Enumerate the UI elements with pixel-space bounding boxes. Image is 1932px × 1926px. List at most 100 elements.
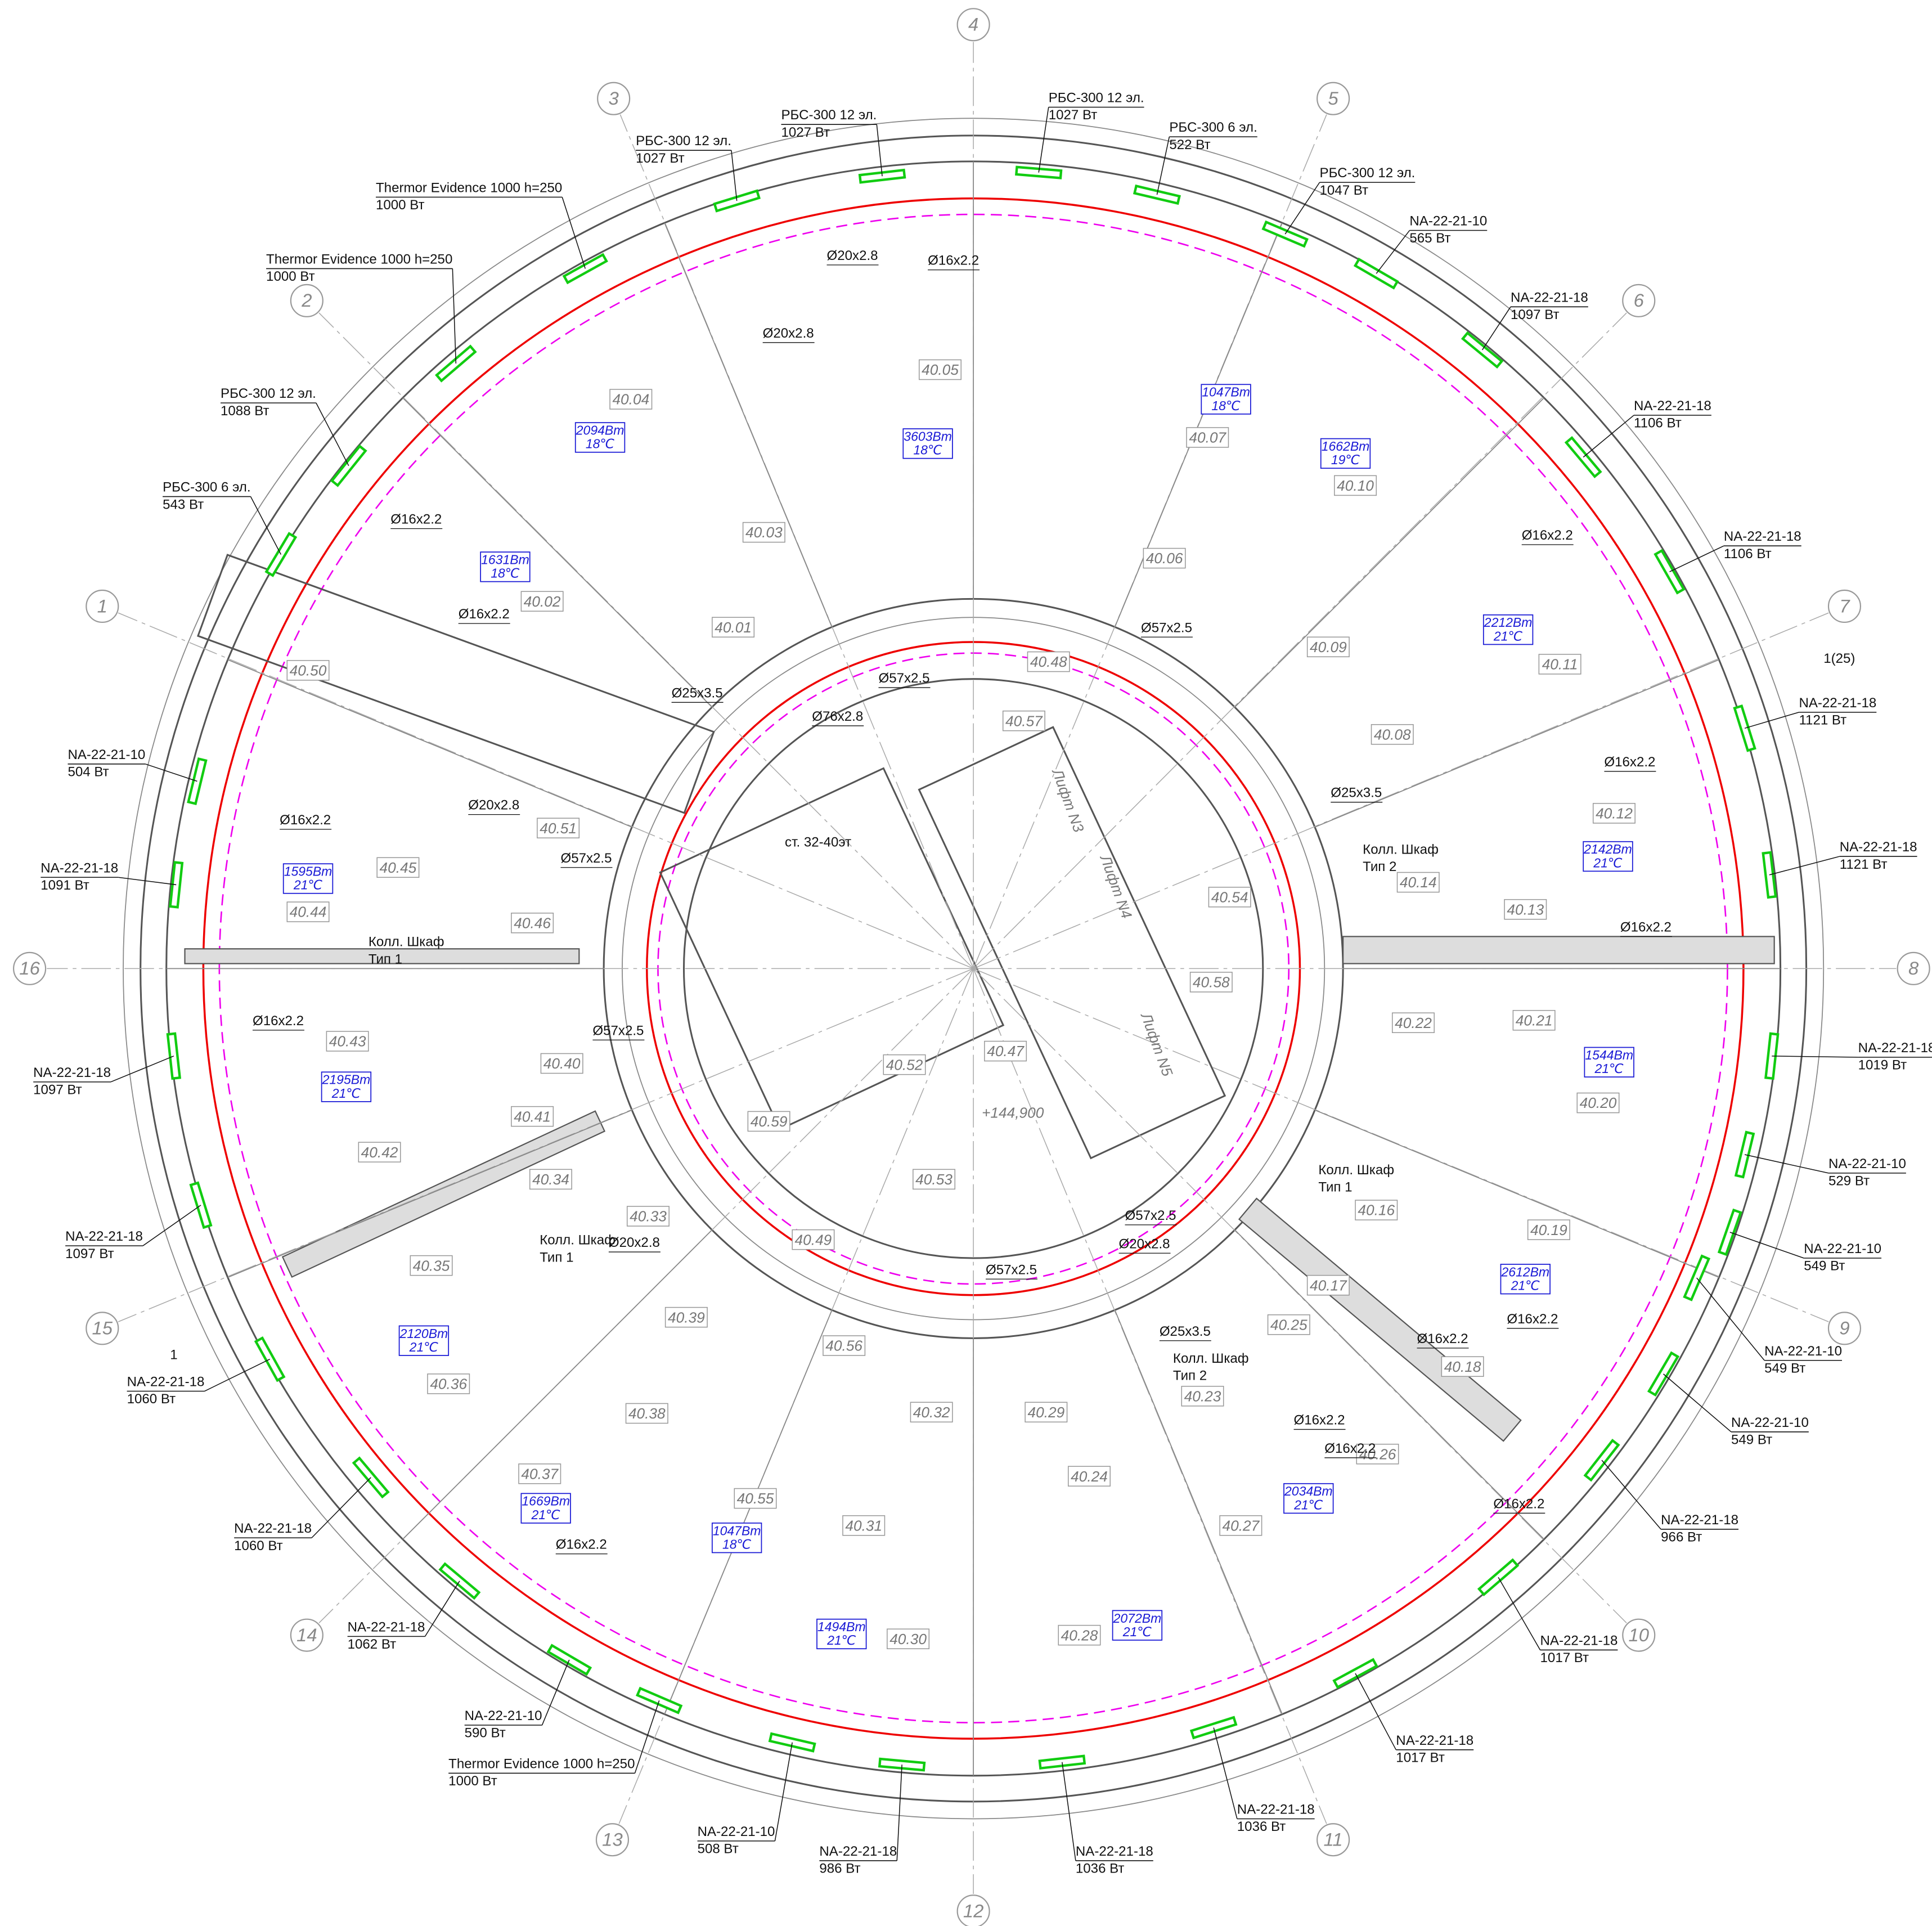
- room-number: 40.16: [1358, 1202, 1395, 1219]
- partition-wall: [403, 398, 712, 707]
- room-number: 40.55: [737, 1490, 774, 1507]
- radiator-power: 508 Вт: [698, 1842, 739, 1857]
- radiator-model: NA-22-21-18: [1661, 1512, 1738, 1528]
- radiator-leader: [425, 1581, 459, 1637]
- radiator-power: 549 Вт: [1764, 1361, 1805, 1376]
- radiator-leader: [145, 764, 197, 782]
- radiator-leader: [143, 1205, 201, 1246]
- radiator-model: NA-22-21-10: [465, 1708, 542, 1723]
- room-number: 40.31: [845, 1517, 882, 1534]
- room-number: 40.13: [1507, 901, 1544, 918]
- radiator-model: NA-22-21-18: [1840, 839, 1917, 855]
- radiator-power: 1036 Вт: [1076, 1861, 1125, 1876]
- radiator-model: РБС-300 12 эл.: [1320, 165, 1416, 181]
- radiator-model: NA-22-21-18: [1858, 1040, 1932, 1056]
- radiator-model: Thermor Evidence 1000 h=250: [376, 180, 562, 195]
- radiator-power: 504 Вт: [68, 765, 109, 780]
- room-number: 40.23: [1184, 1388, 1221, 1404]
- radiator-leader: [1498, 1577, 1540, 1650]
- radiator-leader: [1355, 1673, 1396, 1750]
- room-number: 40.40: [543, 1055, 581, 1072]
- pipe-size: Ø20x2.8: [609, 1235, 660, 1250]
- room-number: 40.47: [987, 1043, 1025, 1059]
- room-number: 40.57: [1005, 712, 1043, 729]
- radiator-leader: [1062, 1762, 1076, 1861]
- room-number: 40.08: [1374, 726, 1411, 743]
- radiator-power: 1019 Вт: [1858, 1058, 1907, 1073]
- pipe-size: Ø16x2.2: [280, 812, 331, 828]
- radiator-power: 1060 Вт: [127, 1391, 176, 1407]
- heat-load-temp: 21℃: [531, 1507, 561, 1522]
- heat-load-temp: 21℃: [1511, 1278, 1540, 1292]
- radiator-power: 1000 Вт: [376, 197, 425, 213]
- radiator-leader: [316, 403, 349, 466]
- grid-axis-label: 6: [1634, 290, 1645, 311]
- radiator-model: NA-22-21-10: [1764, 1344, 1842, 1359]
- radiator-power: 529 Вт: [1828, 1174, 1870, 1189]
- room-number: 40.33: [630, 1208, 667, 1225]
- room-number: 40.41: [514, 1108, 551, 1125]
- room-number: 40.06: [1146, 550, 1183, 567]
- elevation-mark: +144,900: [982, 1105, 1044, 1121]
- radiator-power: 1121 Вт: [1840, 857, 1888, 872]
- elevator-label: Лифт N5: [1137, 1009, 1176, 1079]
- room-number: 40.46: [514, 914, 551, 931]
- grid-axis-label: 7: [1839, 595, 1850, 616]
- heat-load-temp: 18℃: [586, 437, 615, 451]
- room-number: 40.30: [889, 1631, 927, 1647]
- grid-axis-label: 9: [1839, 1318, 1849, 1339]
- room-number: 40.14: [1400, 874, 1437, 891]
- room-number: 40.43: [329, 1033, 366, 1050]
- radiator-model: NA-22-21-10: [698, 1824, 775, 1839]
- radiator-leader: [1730, 1232, 1804, 1258]
- radiator-model: NA-22-21-18: [1076, 1844, 1153, 1859]
- radiator-leader: [1772, 1056, 1858, 1057]
- radiator-leader: [111, 1056, 174, 1082]
- room-number: 40.02: [524, 593, 561, 610]
- heat-load-power: 1669Вт: [522, 1494, 570, 1509]
- radiator-leader: [118, 877, 176, 885]
- riser-label: ст. 32-40эт: [785, 834, 851, 850]
- room-number: 40.17: [1310, 1277, 1347, 1294]
- pipe-size: Ø57x2.5: [986, 1262, 1037, 1277]
- radiator-model: NA-22-21-18: [127, 1375, 205, 1390]
- room-number: 40.04: [612, 391, 649, 408]
- room-number: 40.48: [1030, 653, 1067, 670]
- radiator-power: 1106 Вт: [1724, 546, 1772, 562]
- section-mark: 1: [170, 1347, 177, 1362]
- heat-load-power: 2212Вт: [1484, 615, 1533, 630]
- room-number: 40.35: [413, 1257, 450, 1274]
- grid-axis-line: [973, 613, 1828, 968]
- radiator-leader: [1376, 231, 1409, 274]
- heat-load-power: 1047Вт: [1202, 385, 1250, 399]
- radiator-power: 1036 Вт: [1237, 1819, 1286, 1834]
- heat-load-temp: 21℃: [1594, 1061, 1624, 1076]
- room-number: 40.38: [628, 1405, 666, 1422]
- radiator-power: 1000 Вт: [266, 269, 315, 284]
- room-number: 40.24: [1071, 1468, 1108, 1485]
- heat-load-power: 2142Вт: [1583, 842, 1632, 856]
- room-number: 40.25: [1270, 1316, 1308, 1333]
- room-number: 40.27: [1223, 1517, 1260, 1534]
- collector-type: Тип 1: [369, 951, 402, 967]
- radiator: [440, 1564, 479, 1598]
- room-number: 40.09: [1310, 639, 1347, 656]
- pipe-size: Ø20x2.8: [763, 326, 814, 341]
- room-number: 40.52: [886, 1056, 923, 1073]
- radiator: [1334, 1659, 1377, 1687]
- pipe-size: Ø25x3.5: [672, 685, 723, 701]
- radiator-power: 1088 Вт: [221, 403, 269, 419]
- radiator-model: NA-22-21-18: [1511, 290, 1588, 305]
- grid-axis-label: 10: [1628, 1624, 1649, 1645]
- radiator-model: NA-22-21-18: [33, 1065, 111, 1080]
- radiator-leader: [1214, 1727, 1237, 1819]
- radiator-power: 986 Вт: [819, 1861, 860, 1876]
- pipe-size: Ø16x2.2: [1620, 919, 1672, 935]
- heat-load-temp: 21℃: [1493, 628, 1523, 643]
- radiator-model: NA-22-21-18: [1396, 1733, 1473, 1748]
- radiator-leader: [1039, 107, 1049, 173]
- pipe-size: Ø20x2.8: [827, 248, 878, 263]
- room-number: 40.51: [540, 820, 577, 837]
- pipe-size: Ø16x2.2: [1493, 1496, 1544, 1511]
- grid-axis-label: 4: [968, 14, 978, 35]
